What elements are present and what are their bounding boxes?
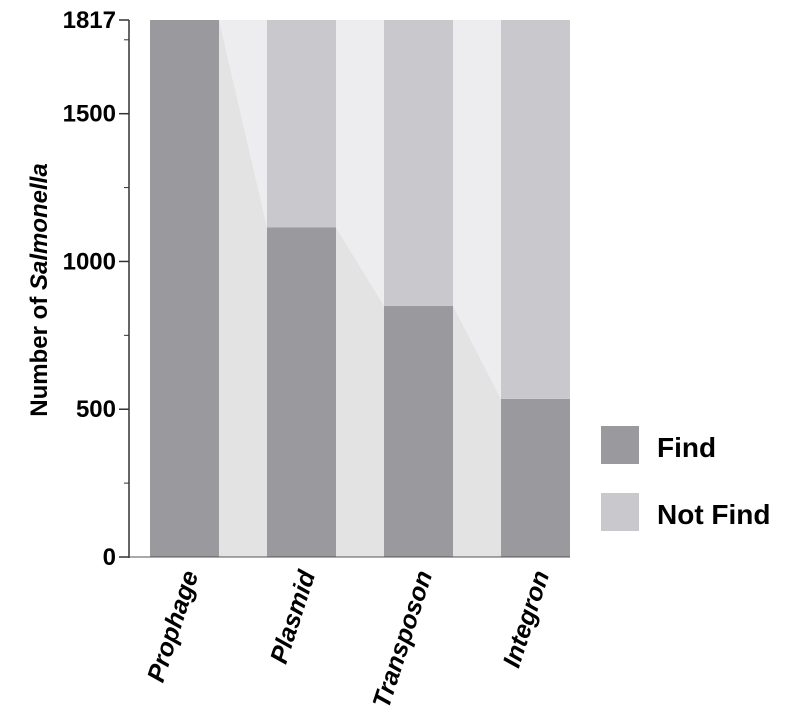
- legend: Find Not Find: [601, 426, 771, 531]
- y-tick-label: 1000: [63, 248, 116, 275]
- bar-not-find-plasmid: [267, 20, 336, 228]
- connector-bottom-1: [219, 20, 267, 557]
- bar-find-plasmid: [267, 227, 336, 557]
- x-tick-label: Transposon: [368, 567, 439, 706]
- legend-swatch-find: [601, 426, 639, 464]
- y-axis-title: Number of Salmonella: [26, 163, 53, 416]
- connector-top-2: [336, 20, 384, 306]
- y-tick-label: 0: [103, 544, 116, 571]
- bar-find-prophage: [150, 20, 219, 557]
- x-axis-labels: Prophage Plasmid Transposon Integron: [142, 567, 555, 706]
- y-tick-label: 500: [76, 396, 116, 423]
- y-axis-title-italic: Salmonella: [26, 163, 53, 290]
- x-tick-label: Prophage: [142, 567, 204, 685]
- connector-bottom-3: [453, 305, 501, 557]
- bar-not-find-integron: [501, 20, 570, 399]
- connector-layer: [219, 20, 501, 557]
- legend-label-not-find: Not Find: [657, 499, 771, 530]
- bar-find-transposon: [384, 305, 453, 557]
- connector-bottom-2: [336, 227, 384, 557]
- y-axis-title-prefix: Number of: [26, 290, 53, 417]
- x-tick-label: Plasmid: [265, 567, 321, 668]
- y-tick-label: 1817: [63, 7, 116, 34]
- x-tick-label: Integron: [498, 567, 556, 671]
- legend-label-find: Find: [657, 432, 716, 463]
- connector-top-3: [453, 20, 501, 399]
- bars-layer: [150, 20, 570, 557]
- y-tick-label: 1500: [63, 101, 116, 128]
- legend-swatch-not-find: [601, 493, 639, 531]
- bar-not-find-transposon: [384, 20, 453, 306]
- y-axis: 0 500 1000 1500 1817: [63, 7, 570, 571]
- bar-find-integron: [501, 398, 570, 557]
